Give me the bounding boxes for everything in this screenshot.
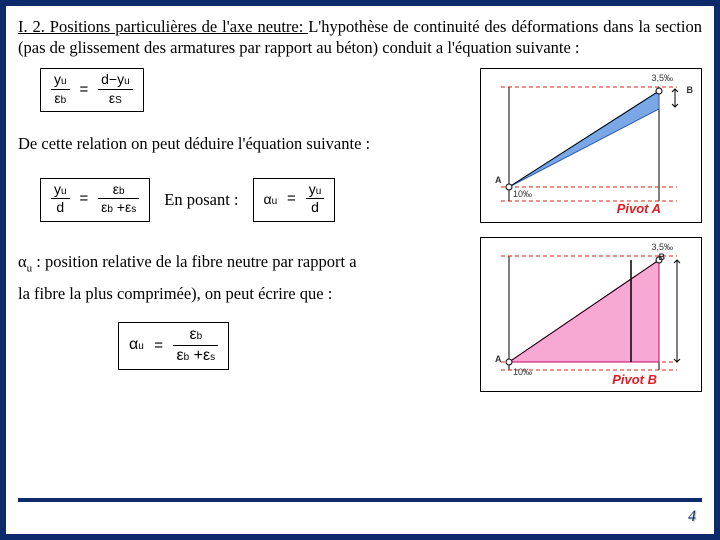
- eq1-rds: S: [115, 95, 122, 106]
- section-heading: I. 2. Positions particulières de l'axe n…: [18, 17, 308, 36]
- equals-icon: =: [281, 190, 302, 207]
- equals-icon: =: [73, 190, 94, 207]
- eq1-rn: d−y: [101, 71, 124, 87]
- slide-page: I. 2. Positions particulières de l'axe n…: [4, 4, 716, 536]
- eq3-ls: u: [272, 196, 278, 207]
- label-a-a: A: [495, 175, 502, 185]
- eq4-rn: ε: [189, 326, 196, 343]
- eq2-ln: y: [54, 181, 61, 197]
- diagram-pivot-a: 3,5‰ B A 10‰ Pivot A: [480, 68, 702, 223]
- eq2-ld: d: [51, 199, 70, 215]
- pivot-b-label: Pivot B: [612, 372, 657, 387]
- label-topright-b: 3,5‰: [651, 242, 673, 252]
- intro-paragraph: I. 2. Positions particulières de l'axe n…: [18, 16, 702, 58]
- eq4-ls: u: [138, 341, 144, 352]
- equation-3: αu = yu d: [253, 178, 336, 222]
- content-area: yu εb = d−yu εS De cette relation on peu…: [18, 68, 702, 370]
- footer-rule: [18, 498, 702, 502]
- eq1-ln: y: [54, 71, 61, 87]
- eq3-rd: d: [306, 199, 325, 215]
- pivot-a-label: Pivot A: [617, 201, 661, 216]
- alpha-symbol: α: [18, 252, 27, 271]
- eq2-lns: u: [61, 186, 67, 197]
- eq4-plus: +: [189, 347, 203, 364]
- eq2-plus: +: [113, 199, 125, 215]
- eq4-l: α: [129, 336, 138, 353]
- label-b-a: B: [687, 85, 694, 95]
- label-a-b: A: [495, 354, 502, 364]
- equation-2: yu d = εb εb +εs: [40, 178, 150, 222]
- en-posant-label: En posant :: [164, 190, 238, 210]
- eq1-lds: b: [61, 95, 67, 106]
- label-botleft-a: 10‰: [513, 189, 532, 199]
- alpha-text-a: : position relative de la fibre neutre p…: [32, 252, 356, 271]
- equals-icon: =: [73, 81, 94, 98]
- eq4-rda: ε: [176, 347, 183, 364]
- equals-icon: =: [148, 337, 169, 354]
- eq4-rdbs: s: [210, 352, 215, 363]
- diagram-pivot-b: 3,5‰ B A 10‰ Pivot B: [480, 237, 702, 392]
- diagram-stack: 3,5‰ B A 10‰ Pivot A: [480, 68, 702, 406]
- eq3-l: α: [264, 191, 272, 207]
- label-topright-a: 3,5‰: [651, 73, 673, 83]
- label-botleft-b: 10‰: [513, 367, 532, 377]
- page-number: 4: [688, 508, 696, 526]
- eq4-rns: b: [197, 331, 203, 342]
- eq3-rn: y: [309, 181, 316, 197]
- label-b-b: B: [659, 252, 666, 262]
- equation-4: αu = εb εb +εs: [118, 322, 229, 370]
- equation-1: yu εb = d−yu εS: [40, 68, 144, 112]
- eq1-lns: u: [61, 76, 67, 87]
- pivot-a-svg: [481, 69, 703, 224]
- eq2-rns: b: [119, 186, 125, 197]
- eq3-rns: u: [316, 186, 322, 197]
- eq2-rdbs: s: [131, 204, 136, 215]
- eq1-rns: u: [124, 76, 130, 87]
